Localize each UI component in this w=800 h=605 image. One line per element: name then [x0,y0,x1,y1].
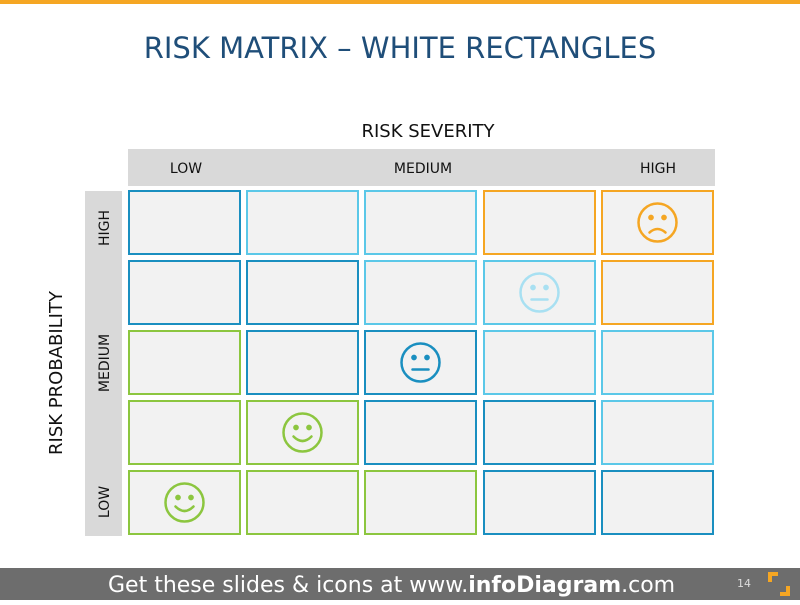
probability-level: HIGH [97,210,113,246]
face-outline [164,482,205,523]
face-mouth [648,227,667,234]
severity-level: MEDIUM [394,161,452,177]
matrix-cell [128,260,241,325]
face-eye [661,214,667,221]
footer-brand: infoDiagram [468,573,621,598]
matrix-cell [246,260,359,325]
matrix-cell [128,400,241,465]
matrix-cell [364,190,477,255]
matrix-cell [128,470,241,535]
matrix-cell [364,400,477,465]
matrix-cell [483,260,596,325]
face-outline [637,202,678,243]
face-eye [543,284,549,291]
matrix-cell [364,330,477,395]
face-eye [188,494,194,501]
matrix-cell [601,260,714,325]
matrix-cell [483,330,596,395]
matrix-cell [246,470,359,535]
probability-level: LOW [97,486,113,518]
footer-bar [0,568,800,600]
face-mouth [174,505,195,513]
top-accent [0,0,800,4]
severity-bar [128,149,715,186]
matrix-cell [246,400,359,465]
severity-level: HIGH [640,161,676,177]
face-eye [530,284,536,291]
face-icon [400,342,441,383]
face-icon [637,202,678,243]
severity-level: LOW [170,161,202,177]
matrix-cell [601,400,714,465]
matrix-cell [128,190,241,255]
face-eye [411,354,417,361]
footer-prefix: Get these slides & icons at www. [108,573,468,598]
matrix-cell [364,260,477,325]
matrix-cell [483,190,596,255]
matrix [128,190,714,535]
face-outline [400,342,441,383]
face-eye [648,214,654,221]
matrix-cell [601,190,714,255]
face-eye [306,424,312,431]
probability-bar [85,191,122,536]
footer-suffix: .com [621,573,675,598]
face-icon [519,272,560,313]
title: RISK MATRIX – WHITE RECTANGLES [144,31,657,65]
face-eye [424,354,430,361]
footer-text: Get these slides & icons at www.infoDiag… [108,573,675,598]
face-eye [293,424,299,431]
matrix-cell [246,330,359,395]
matrix-cell [128,330,241,395]
probability-level: MEDIUM [97,334,113,392]
matrix-cell [246,190,359,255]
matrix-cell [483,400,596,465]
face-eye [175,494,181,501]
matrix-cell [483,470,596,535]
face-icon [282,412,323,453]
logo [768,572,790,596]
face-outline [282,412,323,453]
face-icon [164,482,205,523]
severity-label: RISK SEVERITY [361,121,495,142]
probability-label: RISK PROBABILITY [46,290,67,455]
matrix-cell [601,330,714,395]
face-mouth [292,435,313,443]
matrix-cell [601,470,714,535]
face-outline [519,272,560,313]
matrix-cell [364,470,477,535]
page-number: 14 [737,577,751,590]
